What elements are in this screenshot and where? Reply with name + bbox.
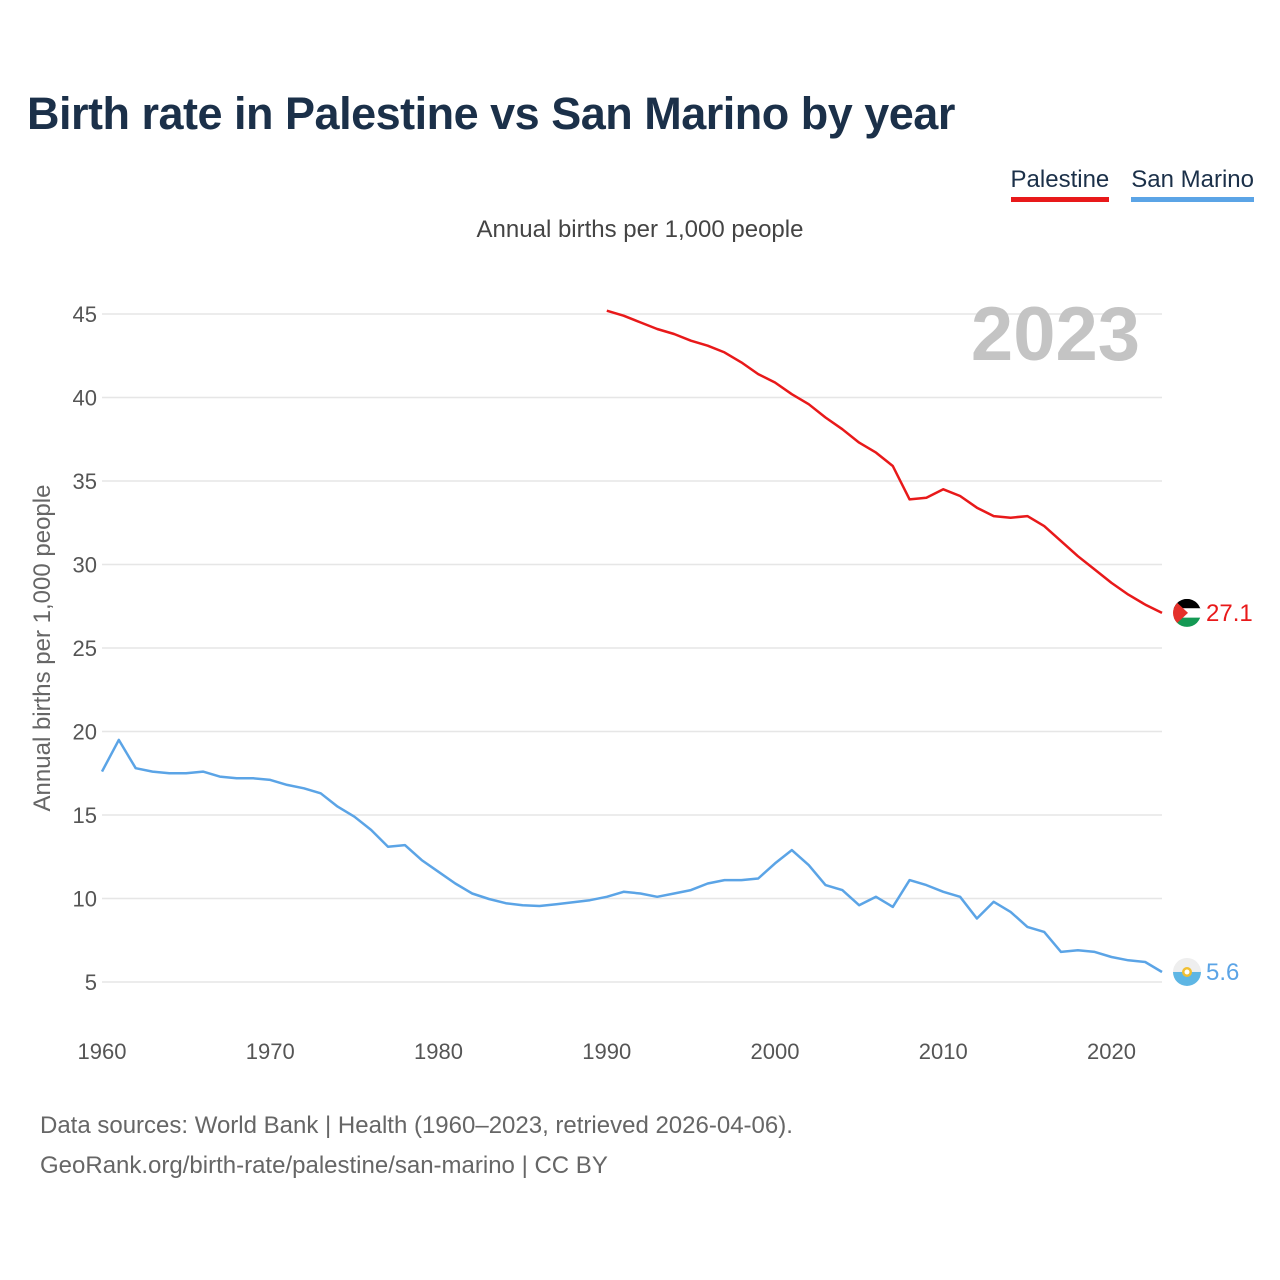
end-value-label: 5.6 — [1206, 959, 1239, 986]
chart-subtitle: Annual births per 1,000 people — [476, 216, 804, 243]
x-tick-label: 1970 — [246, 1039, 295, 1064]
series-line-palestine — [606, 309, 1163, 615]
page-title: Birth rate in Palestine vs San Marino by… — [27, 88, 955, 139]
y-tick-label: 5 — [85, 970, 97, 995]
y-tick-label: 25 — [73, 636, 97, 661]
data-source: Data sources: World Bank | Health (1960–… — [40, 1106, 793, 1186]
end-value-label: 27.1 — [1206, 600, 1253, 627]
legend-item-san-marino[interactable]: San Marino — [1131, 166, 1254, 202]
x-tick-label: 1980 — [414, 1039, 463, 1064]
legend-item-palestine[interactable]: Palestine — [1010, 166, 1110, 202]
x-tick-label: 2010 — [919, 1039, 968, 1064]
y-tick-label: 15 — [73, 803, 97, 828]
x-tick-label: 2000 — [751, 1039, 800, 1064]
series-line-san-marino — [100, 738, 1163, 974]
source-line-1: Data sources: World Bank | Health (1960–… — [40, 1112, 793, 1139]
y-tick-label: 45 — [73, 302, 97, 327]
san-marino-flag-icon — [1173, 957, 1201, 986]
y-tick-label: 30 — [73, 553, 97, 578]
y-tick-label: 10 — [73, 887, 97, 912]
legend: Palestine San Marino — [1010, 166, 1254, 202]
y-axis-label: Annual births per 1,000 people — [29, 485, 56, 812]
x-tick-label: 1990 — [582, 1039, 631, 1064]
y-tick-label: 40 — [73, 386, 97, 411]
y-tick-label: 20 — [73, 720, 97, 745]
y-tick-label: 35 — [73, 469, 97, 494]
x-tick-label: 2020 — [1087, 1039, 1136, 1064]
source-line-2[interactable]: GeoRank.org/birth-rate/palestine/san-mar… — [40, 1152, 608, 1179]
palestine-flag-icon — [1173, 598, 1201, 627]
year-label: 2023 — [971, 292, 1140, 377]
x-tick-label: 1960 — [78, 1039, 127, 1064]
